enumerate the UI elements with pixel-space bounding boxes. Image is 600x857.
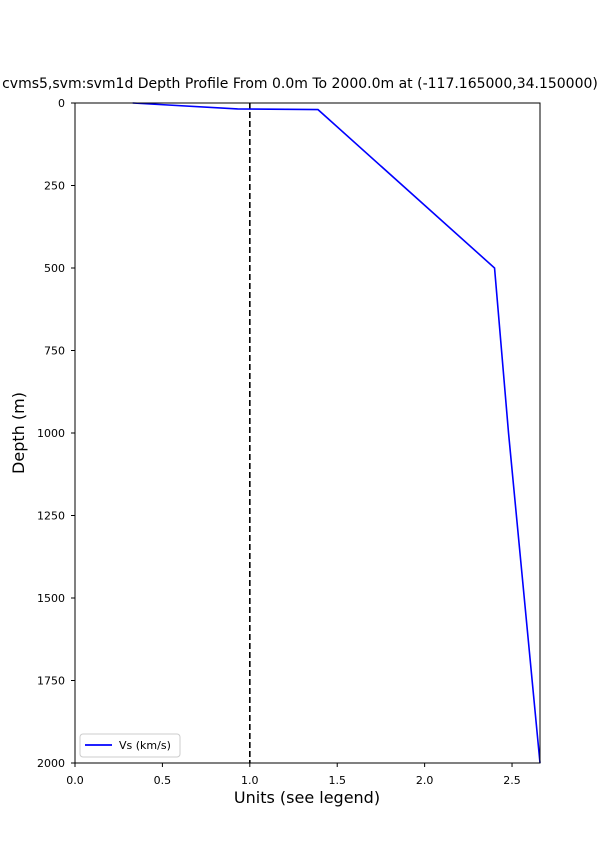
legend-label: Vs (km/s) [119,739,171,752]
x-tick-label: 0.0 [66,774,84,787]
y-tick-label: 0 [58,97,65,110]
y-tick-label: 1000 [37,427,65,440]
y-tick-label: 500 [44,262,65,275]
y-tick-label: 1250 [37,510,65,523]
y-tick-label: 1750 [37,675,65,688]
plot-frame [74,102,541,764]
x-tick-label: 1.0 [241,774,259,787]
chart-title: cvms5,svm:svm1d Depth Profile From 0.0m … [2,76,598,92]
x-tick-label: 2.5 [503,774,521,787]
x-tick-label: 1.5 [328,774,346,787]
y-tick-label: 2000 [37,757,65,770]
y-tick-label: 250 [44,180,65,193]
y-tick-label: 750 [44,345,65,358]
legend: Vs (km/s) [79,733,181,758]
x-tick-label: 2.0 [416,774,434,787]
x-tick-label: 0.5 [154,774,172,787]
series-line-0 [132,102,541,764]
legend-box [79,733,181,758]
x-axis-label: Units (see legend) [234,788,380,807]
y-tick-label: 1500 [37,592,65,605]
y-axis-label: Depth (m) [9,392,28,474]
